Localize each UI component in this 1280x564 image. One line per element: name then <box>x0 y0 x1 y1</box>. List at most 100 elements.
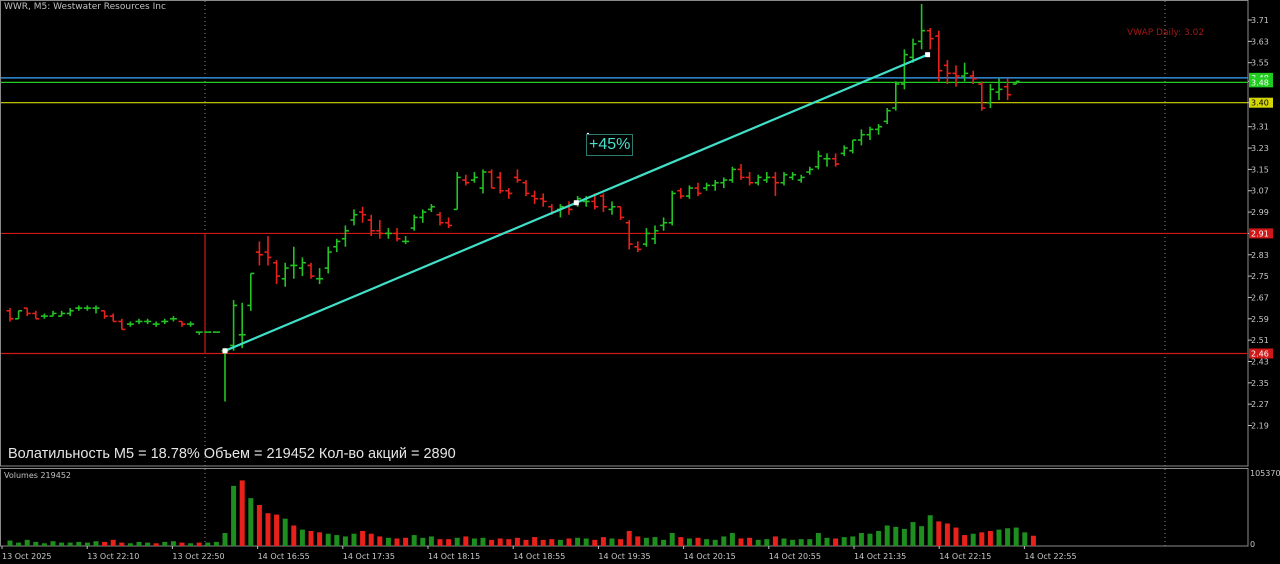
volume-bar <box>540 539 546 546</box>
ohlc-bar <box>677 188 685 199</box>
price-line-label-bg <box>1249 228 1273 239</box>
ohlc-bar <box>617 205 625 221</box>
ohlc-bar <box>161 318 169 325</box>
volume-bar <box>231 485 237 546</box>
volume-bar <box>996 529 1002 546</box>
volume-bar <box>600 537 606 546</box>
volume-bar <box>626 530 632 546</box>
ohlc-bar <box>892 81 900 111</box>
volume-bar <box>360 530 366 546</box>
volume-tick-label: 105370 <box>1250 469 1280 478</box>
volume-bar <box>893 526 899 546</box>
volume-bar <box>764 539 770 546</box>
y-tick-label: 2.75 <box>1251 272 1269 281</box>
ohlc-bar <box>402 236 410 245</box>
volume-bar <box>76 541 82 546</box>
ohlc-bar <box>900 49 908 90</box>
ohlc-bar <box>462 174 470 186</box>
volume-bar <box>747 537 753 546</box>
ohlc-bar <box>419 209 427 223</box>
volume-bar <box>1030 535 1036 546</box>
volume-bar <box>833 538 839 546</box>
x-tick-label: 13 Oct 2025 <box>2 552 51 561</box>
volume-bar <box>944 523 950 546</box>
trend-line-handle <box>573 200 579 206</box>
x-tick-label: 13 Oct 22:10 <box>87 552 139 561</box>
volume-bar <box>480 537 486 546</box>
ohlc-bar <box>445 217 453 229</box>
volume-bar <box>489 539 495 546</box>
price-line-label-bg <box>1249 348 1273 359</box>
volume-bar <box>618 539 624 546</box>
volume-bar <box>7 540 13 546</box>
ohlc-bar <box>470 172 478 183</box>
x-tick-label: 13 Oct 22:50 <box>172 552 224 561</box>
x-tick-label: 14 Oct 22:55 <box>1024 552 1076 561</box>
ohlc-bar <box>918 3 926 50</box>
volume-bar <box>497 538 503 546</box>
volume-bar <box>377 536 383 546</box>
volume-bar <box>807 539 813 546</box>
ohlc-bar <box>685 185 693 199</box>
ohlc-bar <box>247 272 255 311</box>
trend-percent-label: +45% <box>586 134 634 156</box>
ohlc-bar <box>1012 80 1020 85</box>
ohlc-bar <box>135 318 143 325</box>
volume-bar <box>721 536 727 546</box>
x-tick-label: 14 Oct 19:35 <box>598 552 650 561</box>
ohlc-bar <box>230 300 238 351</box>
ohlc-bar <box>978 81 986 111</box>
ohlc-bar <box>479 169 487 194</box>
volume-bar <box>815 533 821 546</box>
volume-bar <box>876 530 882 546</box>
volume-bar <box>790 539 796 546</box>
ohlc-bar <box>806 166 814 175</box>
ohlc-bar <box>393 228 401 242</box>
volume-bar <box>1005 528 1011 546</box>
ohlc-bar <box>814 150 822 170</box>
ohlc-bar <box>608 201 616 215</box>
volume-bar <box>299 529 305 546</box>
volume-bar <box>841 537 847 546</box>
ohlc-bar <box>367 214 375 237</box>
ohlc-bar <box>935 30 943 82</box>
ohlc-bar <box>754 174 762 186</box>
volume-bar <box>446 539 452 546</box>
ohlc-bar <box>32 310 40 320</box>
y-tick-label: 2.83 <box>1251 251 1269 260</box>
ohlc-bar <box>195 331 203 335</box>
y-tick-label: 3.31 <box>1251 123 1269 132</box>
volume-bar <box>592 539 598 546</box>
volume-bar <box>437 539 443 546</box>
volume-bar <box>1013 527 1019 546</box>
volume-bar <box>523 539 529 546</box>
volume-bar <box>454 537 460 546</box>
volume-bar <box>282 518 288 546</box>
volume-bar <box>196 542 202 546</box>
ohlc-bar <box>40 313 48 319</box>
volume-bar <box>342 536 348 546</box>
ohlc-bar <box>513 169 521 183</box>
volume-bar <box>162 541 168 546</box>
volume-bar <box>308 530 314 546</box>
ohlc-bar <box>875 124 883 135</box>
volume-bar <box>428 536 434 546</box>
ohlc-bar <box>49 310 57 317</box>
ohlc-bar <box>6 308 14 322</box>
volume-bar <box>334 535 340 546</box>
volume-bar <box>351 533 357 546</box>
ohlc-bar <box>66 308 74 317</box>
volume-bar <box>514 537 520 546</box>
y-tick-label: 3.71 <box>1251 16 1269 25</box>
x-tick-label: 14 Oct 16:55 <box>258 552 310 561</box>
ohlc-bar <box>961 62 969 82</box>
x-tick-label: 14 Oct 20:55 <box>769 552 821 561</box>
volume-bar <box>695 537 701 546</box>
ohlc-bar <box>350 209 358 226</box>
volume-bar <box>919 526 925 546</box>
ohlc-bar <box>522 180 530 197</box>
volume-bar <box>403 537 409 546</box>
ohlc-bar <box>410 214 418 231</box>
trend-line-handle <box>222 348 228 354</box>
